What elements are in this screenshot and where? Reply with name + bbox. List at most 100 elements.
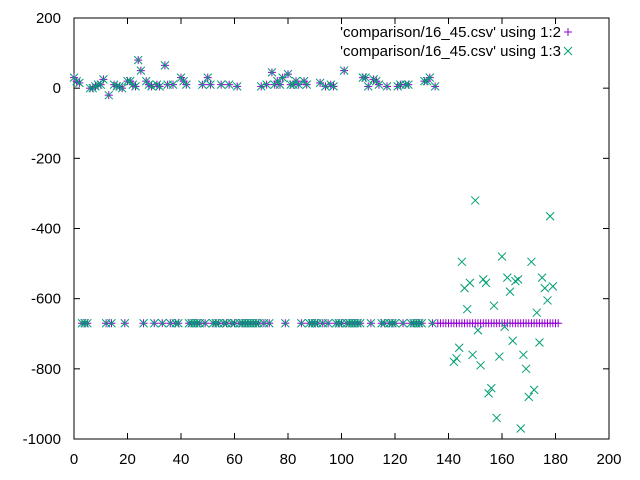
data-point (454, 343, 464, 353)
data-point (449, 357, 459, 367)
data-point (457, 257, 467, 267)
data-point (147, 82, 156, 91)
data-point (489, 301, 499, 311)
data-point (468, 350, 477, 360)
x-tick-label: 160 (489, 451, 514, 468)
data-point (232, 82, 242, 91)
y-tick-label: -1000 (23, 431, 61, 448)
data-point (502, 273, 512, 282)
data-point (179, 76, 189, 86)
data-point (465, 278, 475, 288)
data-point (484, 389, 493, 398)
data-point (377, 318, 386, 328)
legend: 'comparison/16_45.csv' using 1:2 'compar… (340, 24, 573, 60)
data-point (511, 276, 520, 286)
legend-cross-marker (563, 46, 573, 56)
data-point (133, 55, 143, 65)
data-point (297, 318, 306, 328)
data-point (291, 76, 301, 86)
data-point (425, 73, 435, 82)
data-point (545, 211, 555, 221)
data-point (299, 76, 309, 86)
series-1 (70, 56, 563, 328)
data-point (543, 296, 552, 305)
plot-frame (73, 17, 610, 440)
data-point (264, 318, 274, 328)
data-point (334, 318, 344, 328)
x-tick-label: 180 (543, 451, 568, 468)
axis-tick-labels: 0 20 40 60 80 100 120 140 160 180 200 200 0 -200 -400 -… (23, 10, 622, 468)
data-point (513, 275, 523, 284)
data-point (278, 73, 288, 82)
data-point (516, 424, 526, 433)
data-point (323, 318, 333, 328)
data-point (302, 80, 312, 90)
data-point (192, 318, 202, 328)
data-point (256, 82, 266, 91)
data-point (117, 83, 127, 93)
data-point (417, 318, 427, 328)
data-point (96, 80, 106, 90)
data-point (339, 66, 349, 75)
data-point (414, 318, 424, 328)
data-point (85, 83, 95, 93)
data-point (176, 73, 186, 82)
data-point (420, 76, 429, 86)
data-point (537, 273, 547, 282)
legend-marker-series-1 (564, 28, 572, 36)
data-point (286, 80, 296, 90)
data-point (529, 385, 539, 395)
data-point (481, 278, 491, 288)
data-point (521, 364, 531, 374)
data-point (358, 73, 368, 82)
data-point (321, 82, 330, 91)
data-point (310, 318, 320, 328)
series-2 (69, 55, 558, 433)
data-point (72, 76, 82, 86)
legend-marker-series-2 (563, 46, 573, 56)
y-tick-label: -200 (31, 150, 61, 167)
data-point (107, 318, 116, 328)
y-tick-label: -400 (31, 221, 61, 238)
data-point (476, 360, 485, 370)
data-point (168, 80, 178, 90)
data-point (353, 318, 362, 328)
data-point (393, 82, 403, 91)
x-tick-label: 60 (226, 451, 243, 468)
data-point (280, 318, 290, 328)
data-point (361, 73, 370, 82)
data-point (366, 318, 376, 328)
axis-ticks (73, 17, 610, 440)
data-point (109, 80, 119, 90)
data-point (554, 319, 563, 328)
data-point (128, 80, 138, 90)
data-point (430, 82, 440, 91)
x-tick-label: 200 (596, 451, 621, 468)
data-point (80, 318, 90, 328)
data-point (422, 76, 432, 86)
y-tick-label: -800 (31, 361, 61, 378)
data-point (519, 350, 528, 360)
data-point (120, 318, 130, 328)
data-point (267, 68, 277, 77)
data-point (497, 252, 507, 261)
data-point (136, 66, 146, 75)
data-point (540, 283, 550, 293)
data-point (390, 318, 400, 328)
data-point (112, 82, 122, 91)
x-tick-label: 80 (280, 451, 297, 468)
data-point (200, 318, 210, 328)
data-point (548, 282, 558, 291)
data-point (505, 287, 515, 297)
data-point (83, 318, 92, 328)
legend-label-series-2: 'comparison/16_45.csv' using 1:3 (340, 43, 561, 60)
data-point (123, 76, 132, 86)
data-point (294, 80, 304, 90)
legend-label-series-1: 'comparison/16_45.csv' using 1:2 (340, 24, 561, 41)
data-point (387, 318, 397, 328)
data-point (262, 80, 271, 90)
data-point (452, 353, 461, 363)
y-tick-label: -600 (31, 291, 61, 308)
data-point (115, 82, 124, 91)
x-tick-label: 0 (70, 451, 78, 468)
